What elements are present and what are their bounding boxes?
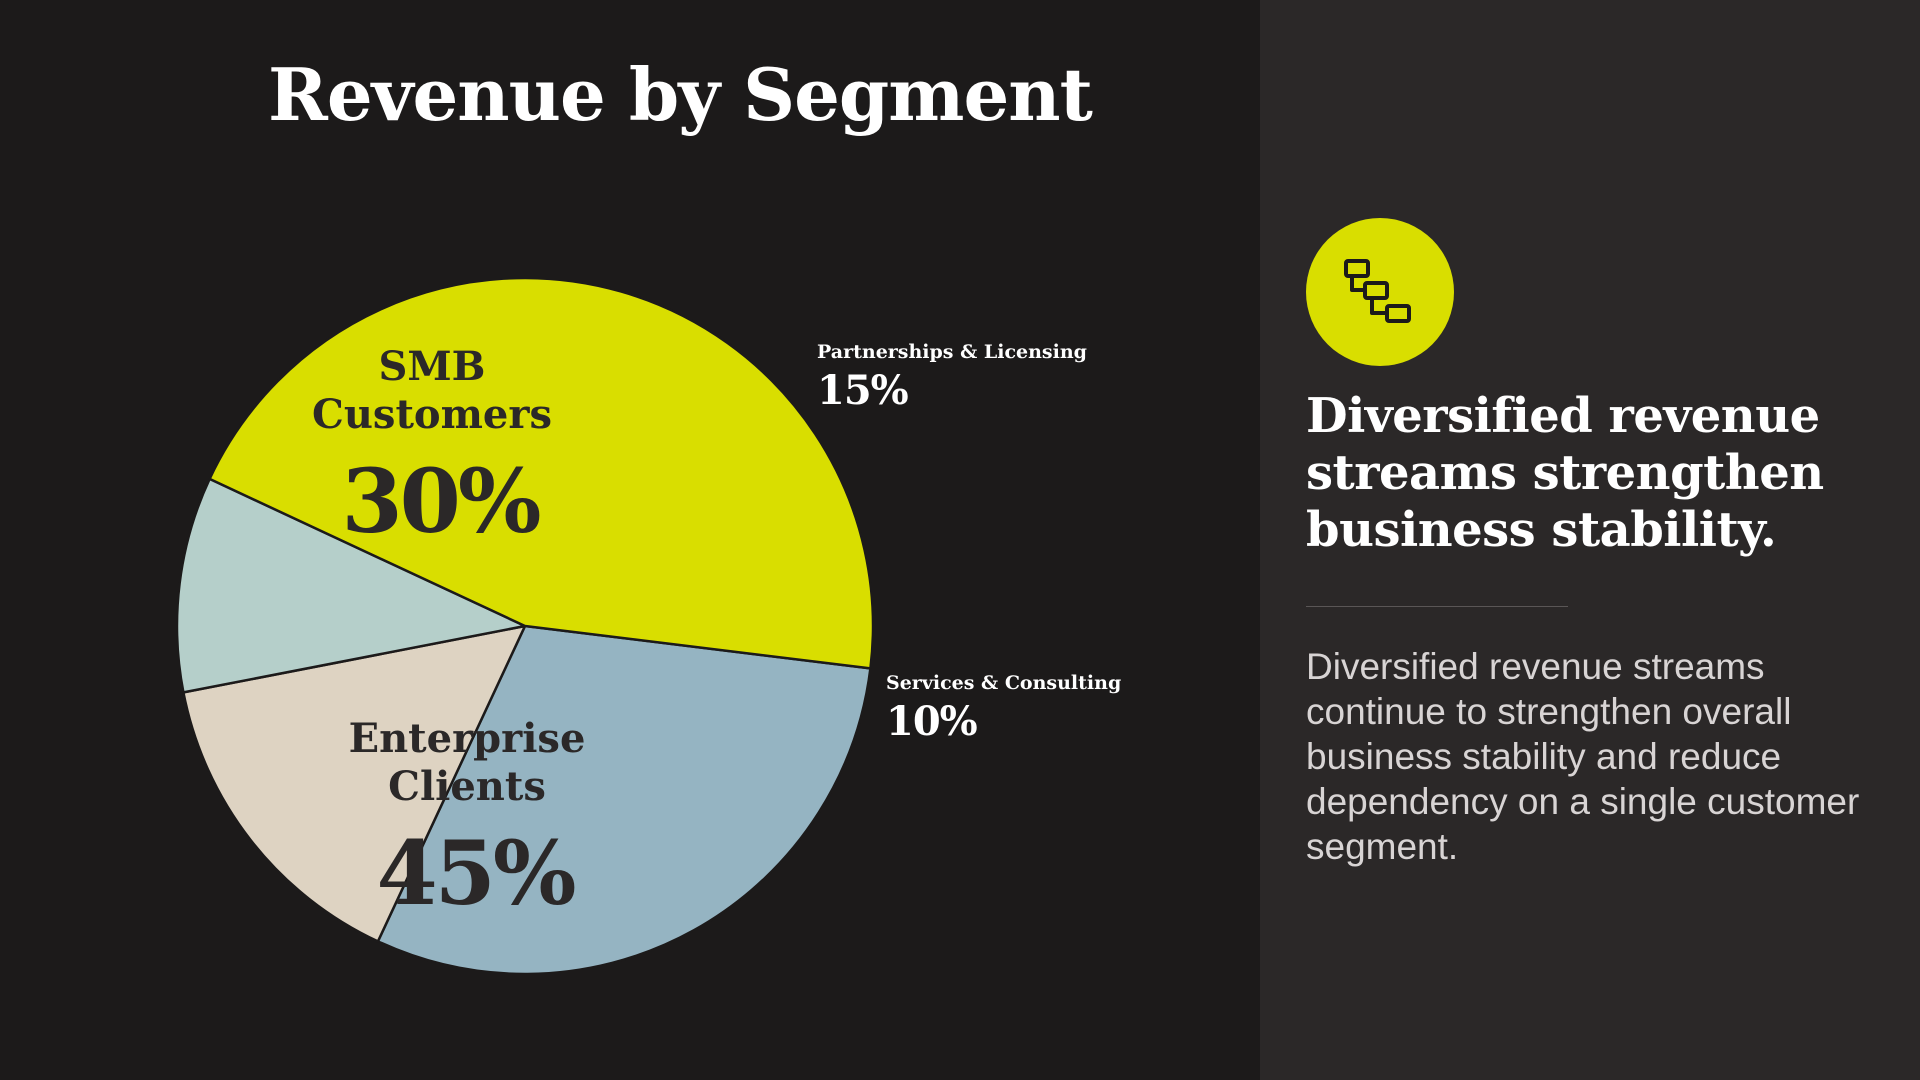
slice-label-partnerships-and-licensing: Partnerships & Licensing bbox=[817, 341, 1087, 363]
hierarchy-icon bbox=[1306, 218, 1454, 366]
slice-value-smb-customers: 30% bbox=[341, 449, 539, 553]
pie-slice-enterprise-clients bbox=[208, 276, 875, 670]
pie-slice-smb-customers bbox=[376, 624, 872, 976]
pie-slice-partnerships-and-licensing bbox=[182, 624, 527, 943]
pie-slice-services-and-consulting bbox=[175, 477, 527, 694]
slice-value-enterprise-clients: 45% bbox=[376, 821, 574, 925]
slice-value-partnerships-and-licensing: 15% bbox=[817, 367, 909, 414]
chart-panel: Revenue by Segment SMB Customers 30% Partne… bbox=[175, 52, 1122, 976]
insight-headline: Diversified revenue streams strengthen b… bbox=[1306, 388, 1824, 558]
slice-value-services-and-consulting: 10% bbox=[886, 698, 978, 745]
divider bbox=[1306, 606, 1568, 607]
slice-label-enterprise-clients: Enterprise bbox=[349, 715, 586, 762]
slice-label-services-and-consulting: Services & Consulting bbox=[886, 672, 1121, 694]
slice-label-smb-customers: SMB bbox=[379, 343, 486, 390]
insight-body: Diversified revenue streams continue to … bbox=[1306, 646, 1860, 867]
insight-panel bbox=[1260, 0, 1920, 1080]
slice-label-enterprise-clients: Clients bbox=[388, 763, 546, 810]
hierarchy-icon-glyph bbox=[1344, 259, 1411, 323]
slice-label-smb-customers: Customers bbox=[312, 391, 552, 438]
chart-title: Revenue by Segment bbox=[268, 52, 1093, 137]
